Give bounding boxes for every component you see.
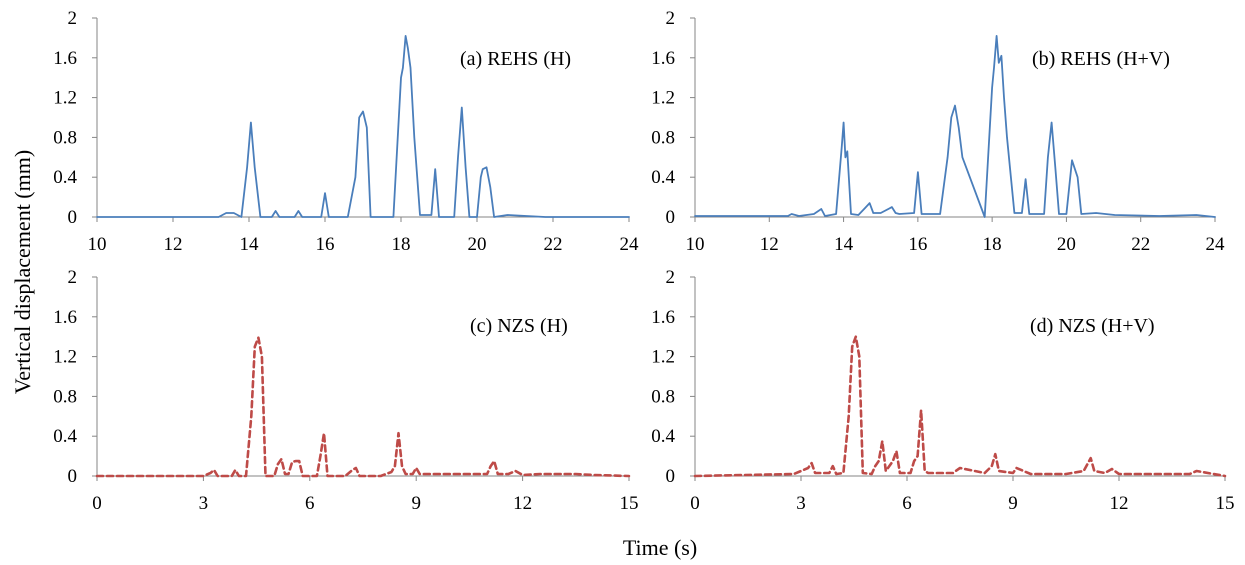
panel-a-x-tick-label: 12 — [164, 234, 183, 255]
panel-d-x-tick-label: 6 — [902, 493, 912, 514]
panel-a-y-tick-label: 0.8 — [53, 127, 77, 148]
panel-a-x-tick-label: 10 — [88, 234, 107, 255]
panel-d-y-tick-label: 0.4 — [651, 426, 675, 447]
panel-c-y-tick-label: 0 — [68, 466, 78, 487]
panel-a-x-tick-label: 22 — [544, 234, 563, 255]
panel-c-series — [95, 336, 631, 478]
panel-b-y-tick-label: 0.4 — [651, 167, 675, 188]
panel-b-x-tick-label: 22 — [1131, 234, 1150, 255]
panel-c-series-line — [95, 336, 631, 478]
panel-a-x-tick-label: 24 — [620, 234, 640, 255]
panel-a-series — [96, 35, 630, 218]
panel-a-x-tick-label: 16 — [316, 234, 335, 255]
panel-b-x-tick-label: 24 — [1206, 234, 1226, 255]
panel-d-series — [693, 335, 1227, 478]
panel-b-x-tick-label: 20 — [1057, 234, 1076, 255]
panel-c-x-tick-label: 9 — [411, 493, 421, 514]
panel-d-x-tick-label: 15 — [1216, 493, 1235, 514]
panel-d: 0 0.4 0.8 1.2 1.6 2 0 3 6 9 12 15 (d) NZS (H+V) — [651, 267, 1234, 514]
panel-c-y-tick-label: 0.8 — [53, 386, 77, 407]
panel-b-x-tick-label: 10 — [686, 234, 705, 255]
panel-c-x-tick-label: 6 — [305, 493, 315, 514]
panel-d-y-tick-label: 2 — [666, 267, 676, 288]
panel-d-y-tick-label: 0 — [666, 466, 676, 487]
panel-c-label: (c) NZS (H) — [470, 315, 568, 337]
panel-a-y-tick-label: 0.4 — [53, 167, 77, 188]
panel-c: 0 0.4 0.8 1.2 1.6 2 0 3 6 9 12 15 (c) NZS (H) — [53, 267, 638, 514]
panel-c-x-tick-label: 12 — [513, 493, 532, 514]
panel-b-x-tick-label: 18 — [983, 234, 1002, 255]
panel-a-y-tick-label: 1.6 — [53, 48, 77, 69]
panel-b-series — [694, 35, 1216, 218]
panel-a-y-tick-label: 1.2 — [53, 88, 77, 109]
panel-c-y-tick-label: 0.4 — [53, 426, 77, 447]
x-axis-title: Time (s) — [623, 535, 697, 560]
panel-c-x-tick-label: 15 — [620, 493, 639, 514]
panel-d-x-tick-label: 3 — [796, 493, 806, 514]
panel-a-y-tick-label: 2 — [68, 8, 78, 29]
panel-b-y-tick-label: 0.8 — [651, 127, 675, 148]
panel-b-y-tick-label: 1.2 — [651, 88, 675, 109]
panel-a-y-tick-label: 0 — [68, 207, 78, 228]
panel-b-x-tick-label: 14 — [834, 234, 854, 255]
panel-d-y-tick-label: 1.6 — [651, 307, 675, 328]
panel-b-series-line — [694, 35, 1216, 218]
panel-a-label: (a) REHS (H) — [460, 48, 571, 70]
panel-b-x-tick-label: 16 — [908, 234, 927, 255]
panel-a-x-tick-label: 18 — [392, 234, 411, 255]
panel-d-y-tick-label: 0.8 — [651, 386, 675, 407]
panel-a-axes: 0 0.4 0.8 1.2 1.6 2 10 12 14 16 18 20 22 24 — [53, 8, 639, 255]
panel-b-y-tick-label: 0 — [666, 207, 676, 228]
panel-c-y-tick-label: 2 — [68, 267, 78, 288]
panel-c-y-tick-label: 1.6 — [53, 307, 77, 328]
panel-b-x-tick-label: 12 — [760, 234, 779, 255]
panel-d-y-tick-label: 1.2 — [651, 347, 675, 368]
panel-b-label: (b) REHS (H+V) — [1032, 48, 1170, 70]
panel-a-x-tick-label: 20 — [468, 234, 487, 255]
panel-a-x-tick-label: 14 — [240, 234, 260, 255]
panel-b-y-tick-label: 2 — [666, 8, 676, 29]
panel-b-axes: 0 0.4 0.8 1.2 1.6 2 10 12 14 16 18 20 22 24 — [651, 8, 1225, 255]
y-axis-title: Vertical displacement (mm) — [10, 150, 35, 394]
panel-d-series-line — [693, 335, 1227, 478]
panel-c-y-tick-label: 1.2 — [53, 347, 77, 368]
panel-b: 0 0.4 0.8 1.2 1.6 2 10 12 14 16 18 20 22 24 (b) REHS … — [651, 8, 1225, 255]
panel-d-axes: 0 0.4 0.8 1.2 1.6 2 0 3 6 9 12 15 — [651, 267, 1234, 514]
panel-c-x-tick-label: 3 — [199, 493, 209, 514]
panel-a: 0 0.4 0.8 1.2 1.6 2 10 12 14 16 18 20 22 24 (a) REHS … — [53, 8, 639, 255]
panel-b-y-tick-label: 1.6 — [651, 48, 675, 69]
panel-a-series-line — [96, 35, 630, 218]
panel-d-x-tick-label: 9 — [1008, 493, 1018, 514]
panel-c-x-tick-label: 0 — [92, 493, 102, 514]
panel-d-x-tick-label: 12 — [1110, 493, 1129, 514]
panel-c-axes: 0 0.4 0.8 1.2 1.6 2 0 3 6 9 12 15 — [53, 267, 638, 514]
panel-d-x-tick-label: 0 — [690, 493, 700, 514]
panel-d-label: (d) NZS (H+V) — [1030, 315, 1155, 337]
